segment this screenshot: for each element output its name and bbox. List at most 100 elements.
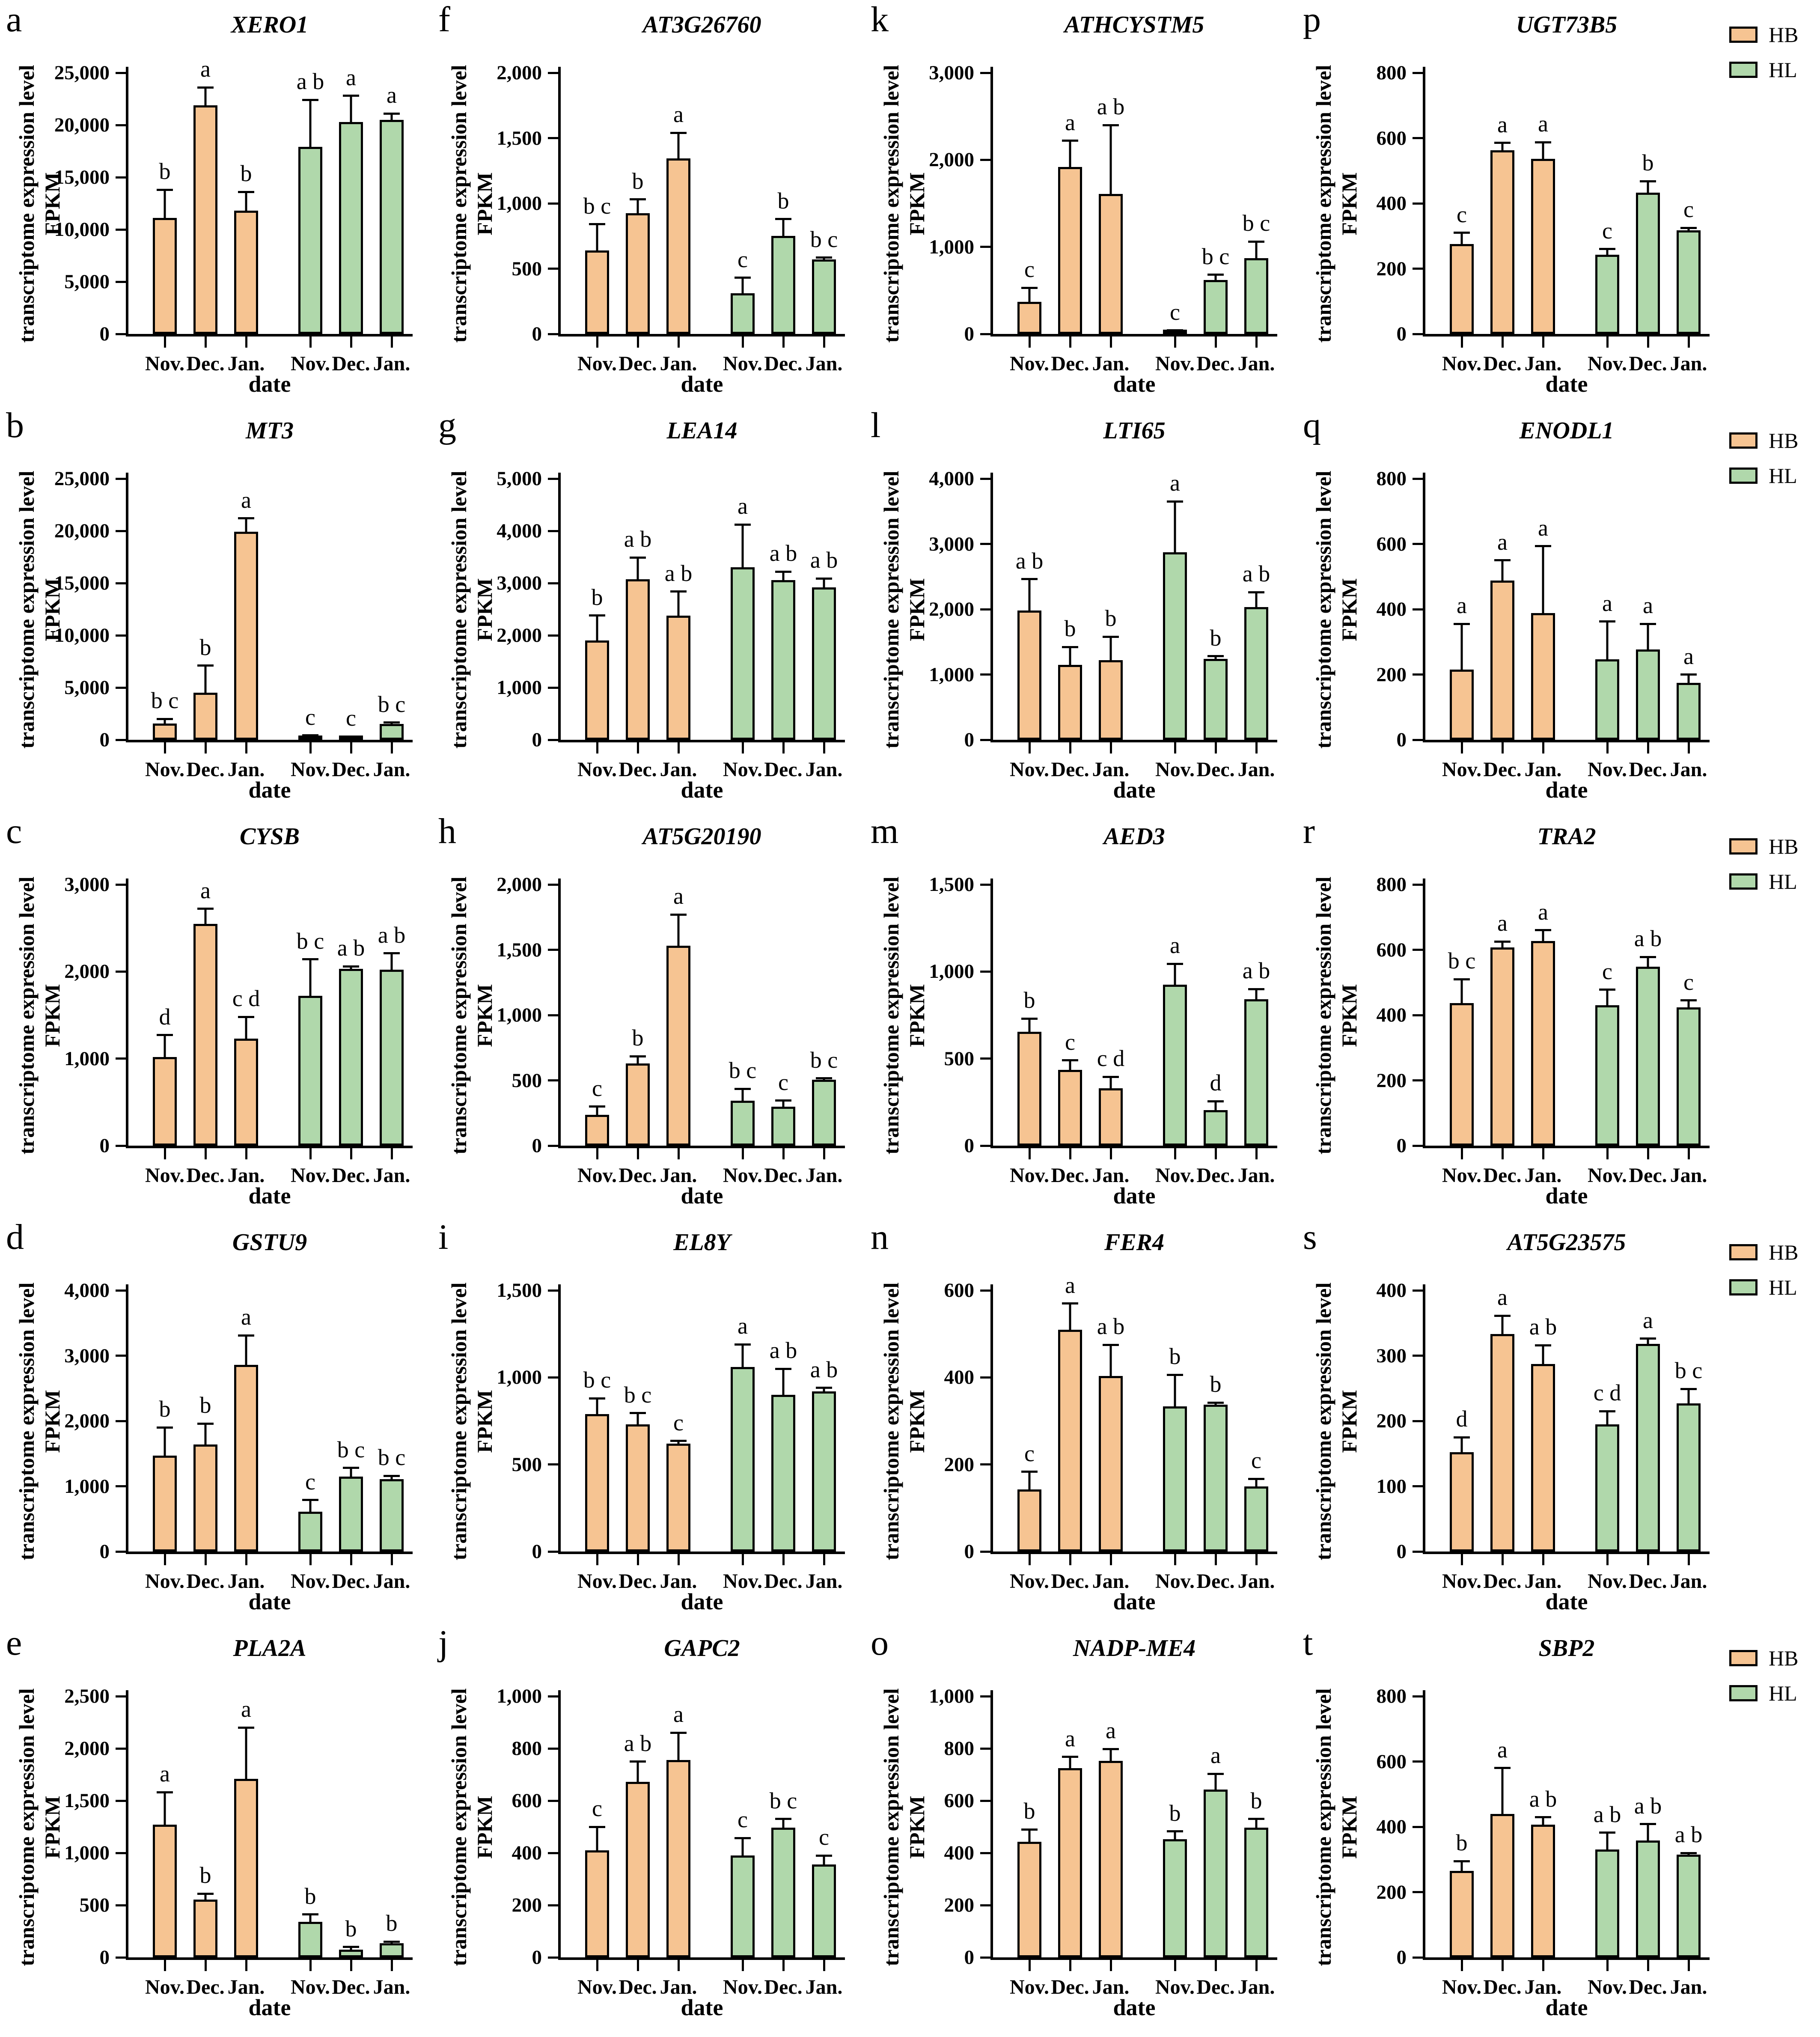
y-axis-tick: [1413, 1956, 1423, 1959]
chart-panel-c: c CYSB transcriptome expression level FP…: [0, 811, 432, 1218]
error-bar: [1460, 1437, 1463, 1453]
y-tick-label: 4,000: [64, 1279, 110, 1301]
x-tick-label: Jan.: [1092, 1164, 1130, 1187]
panel-letter: b: [6, 405, 24, 445]
bar: [585, 1850, 609, 1957]
chart-panel-k: k ATHCYSTM5 transcriptome expression lev…: [865, 0, 1297, 406]
x-axis-label: date: [1545, 1995, 1588, 2020]
significance-letter: b: [1023, 1798, 1035, 1824]
x-axis-tick: [782, 742, 785, 753]
bars: b c a a c a b c: [1425, 884, 1708, 1146]
significance-letter: a b: [624, 526, 652, 552]
bar: [731, 1855, 755, 1957]
chart-panel-r: r TRA2 transcriptome expression level FP…: [1297, 811, 1729, 1218]
x-tick-label: Dec.: [332, 758, 370, 781]
x-tick-label: Dec.: [1629, 1570, 1667, 1593]
x-tick-label: Nov.: [1587, 1164, 1627, 1187]
y-axis-tick: [116, 1852, 126, 1854]
significance-letter: c: [738, 1807, 748, 1833]
y-axis-tick: [116, 739, 126, 741]
bar-slot-hl-jan: b c: [378, 479, 405, 740]
x-tick-label: Nov.: [1587, 1570, 1627, 1593]
y-axis-tick: [116, 228, 126, 231]
x-axis-tick: [245, 337, 247, 348]
y-axis-tick: [980, 246, 990, 248]
y-axis-tick: [548, 71, 558, 74]
x-tick-label: Dec.: [1483, 1164, 1522, 1187]
error-bar-cap: [1599, 248, 1615, 250]
error-bar-cap: [1535, 545, 1551, 548]
x-tick-label: Nov.: [290, 758, 330, 781]
error-bar-cap: [630, 1760, 646, 1763]
chart-title: TRA2: [1537, 823, 1596, 850]
error-bar-cap: [1599, 1832, 1615, 1834]
error-bar-cap: [157, 718, 173, 720]
bar: [1531, 158, 1555, 334]
y-axis-tick: [1413, 1891, 1423, 1893]
y-axis-tick: [980, 1289, 990, 1292]
error-bar: [164, 1035, 166, 1057]
error-bar-cap: [1680, 673, 1697, 676]
y-axis-label-line1: transcriptome expression level: [879, 1282, 903, 1561]
bar: [1490, 150, 1514, 334]
legend-item-hb: HB: [1729, 24, 1820, 45]
error-bar-cap: [1062, 646, 1078, 648]
error-bar-cap: [1494, 940, 1511, 943]
x-axis-tick: [1109, 1960, 1112, 1971]
y-axis-label-line1: transcriptome expression level: [15, 65, 39, 343]
bar-slot-hb-nov: b: [1450, 1696, 1474, 1957]
x-axis-ticks: [128, 479, 411, 753]
error-bar-cap: [238, 1726, 254, 1729]
chart-title: LEA14: [666, 417, 738, 444]
significance-letter: c d: [1097, 1045, 1125, 1072]
bar: [731, 1100, 755, 1146]
error-bar: [741, 1838, 744, 1856]
bar: [1204, 280, 1228, 334]
bar: [339, 969, 363, 1146]
x-tick-label: Jan.: [660, 352, 697, 375]
panel-letter: c: [6, 811, 22, 851]
error-bar-cap: [343, 1467, 359, 1469]
bar-slot-hb-nov: d: [1450, 1290, 1474, 1552]
x-axis-tick: [1214, 337, 1217, 348]
x-axis-label: date: [1113, 371, 1156, 397]
bar-slot-hb-dec: a: [1490, 1696, 1514, 1957]
error-bar: [204, 665, 207, 693]
y-tick-label: 10,000: [54, 218, 110, 241]
x-axis-tick: [1028, 742, 1031, 753]
bar-slot-hl-nov: a: [1595, 479, 1619, 740]
y-axis-tick: [1413, 949, 1423, 951]
hb-color-swatch-icon: [1729, 27, 1758, 43]
y-tick-label: 1,000: [929, 1685, 974, 1707]
bar: [666, 1443, 690, 1552]
error-bar: [1460, 979, 1463, 1003]
x-axis-tick: [823, 1960, 825, 1971]
x-axis-tick: [390, 1148, 393, 1159]
bar-slot-hb-jan: a: [234, 479, 258, 740]
error-bar-cap: [735, 277, 751, 279]
figure-row: a XERO1 transcriptome expression level F…: [0, 0, 1820, 406]
x-tick-labels: Nov. Dec. Jan. Nov. Dec. Jan.: [993, 479, 1276, 781]
y-tick-label: 200: [1376, 1410, 1407, 1432]
y-axis-label-line1: transcriptome expression level: [15, 876, 39, 1155]
x-tick-label: Jan.: [1670, 352, 1707, 375]
error-bar-cap: [589, 223, 605, 226]
y-axis-label-line1: transcriptome expression level: [447, 471, 471, 749]
significance-letter: a: [241, 487, 251, 513]
x-tick-label: Dec.: [1629, 1976, 1667, 1998]
x-axis-tick: [1069, 742, 1071, 753]
y-tick-label: 1,000: [929, 960, 974, 983]
significance-letter: a: [200, 56, 211, 82]
panel-letter: i: [438, 1217, 449, 1257]
bar: [1204, 1405, 1228, 1552]
x-tick-label: Jan.: [1670, 1570, 1707, 1593]
x-axis-label: date: [1545, 1589, 1588, 1614]
y-tick-label: 600: [944, 1279, 975, 1301]
chart-panel-j: j GAPC2 transcriptome expression level F…: [432, 1623, 865, 2029]
chart-title: ENODL1: [1519, 417, 1614, 444]
bar: [1450, 244, 1474, 334]
x-axis-line: [1423, 1957, 1710, 1960]
x-tick-label: Jan.: [1670, 1976, 1707, 1998]
error-bar-cap: [1021, 1828, 1038, 1831]
